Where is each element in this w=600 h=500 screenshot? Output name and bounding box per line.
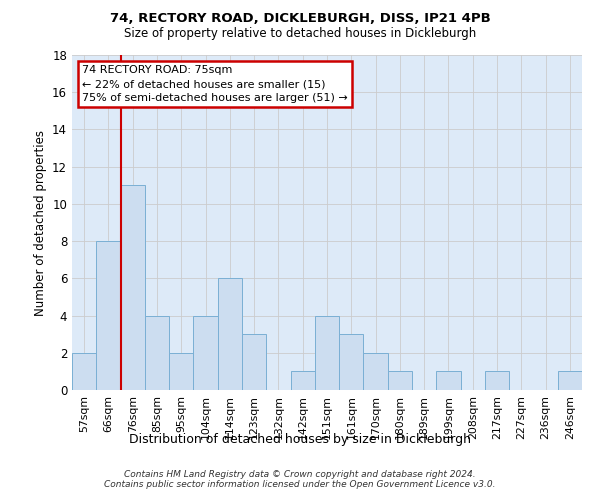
Bar bbox=[364, 353, 388, 390]
Bar bbox=[558, 372, 582, 390]
Bar bbox=[388, 372, 412, 390]
Bar bbox=[485, 372, 509, 390]
Bar bbox=[96, 241, 121, 390]
Bar bbox=[72, 353, 96, 390]
Text: Distribution of detached houses by size in Dickleburgh: Distribution of detached houses by size … bbox=[129, 432, 471, 446]
Bar bbox=[242, 334, 266, 390]
Bar bbox=[169, 353, 193, 390]
Bar bbox=[436, 372, 461, 390]
Bar bbox=[290, 372, 315, 390]
Text: Contains public sector information licensed under the Open Government Licence v3: Contains public sector information licen… bbox=[104, 480, 496, 489]
Bar bbox=[315, 316, 339, 390]
Bar bbox=[145, 316, 169, 390]
Text: 74, RECTORY ROAD, DICKLEBURGH, DISS, IP21 4PB: 74, RECTORY ROAD, DICKLEBURGH, DISS, IP2… bbox=[110, 12, 490, 26]
Text: Size of property relative to detached houses in Dickleburgh: Size of property relative to detached ho… bbox=[124, 28, 476, 40]
Bar bbox=[339, 334, 364, 390]
Bar bbox=[121, 186, 145, 390]
Text: Contains HM Land Registry data © Crown copyright and database right 2024.: Contains HM Land Registry data © Crown c… bbox=[124, 470, 476, 479]
Text: 74 RECTORY ROAD: 75sqm
← 22% of detached houses are smaller (15)
75% of semi-det: 74 RECTORY ROAD: 75sqm ← 22% of detached… bbox=[82, 65, 348, 103]
Y-axis label: Number of detached properties: Number of detached properties bbox=[34, 130, 47, 316]
Bar bbox=[218, 278, 242, 390]
Bar bbox=[193, 316, 218, 390]
